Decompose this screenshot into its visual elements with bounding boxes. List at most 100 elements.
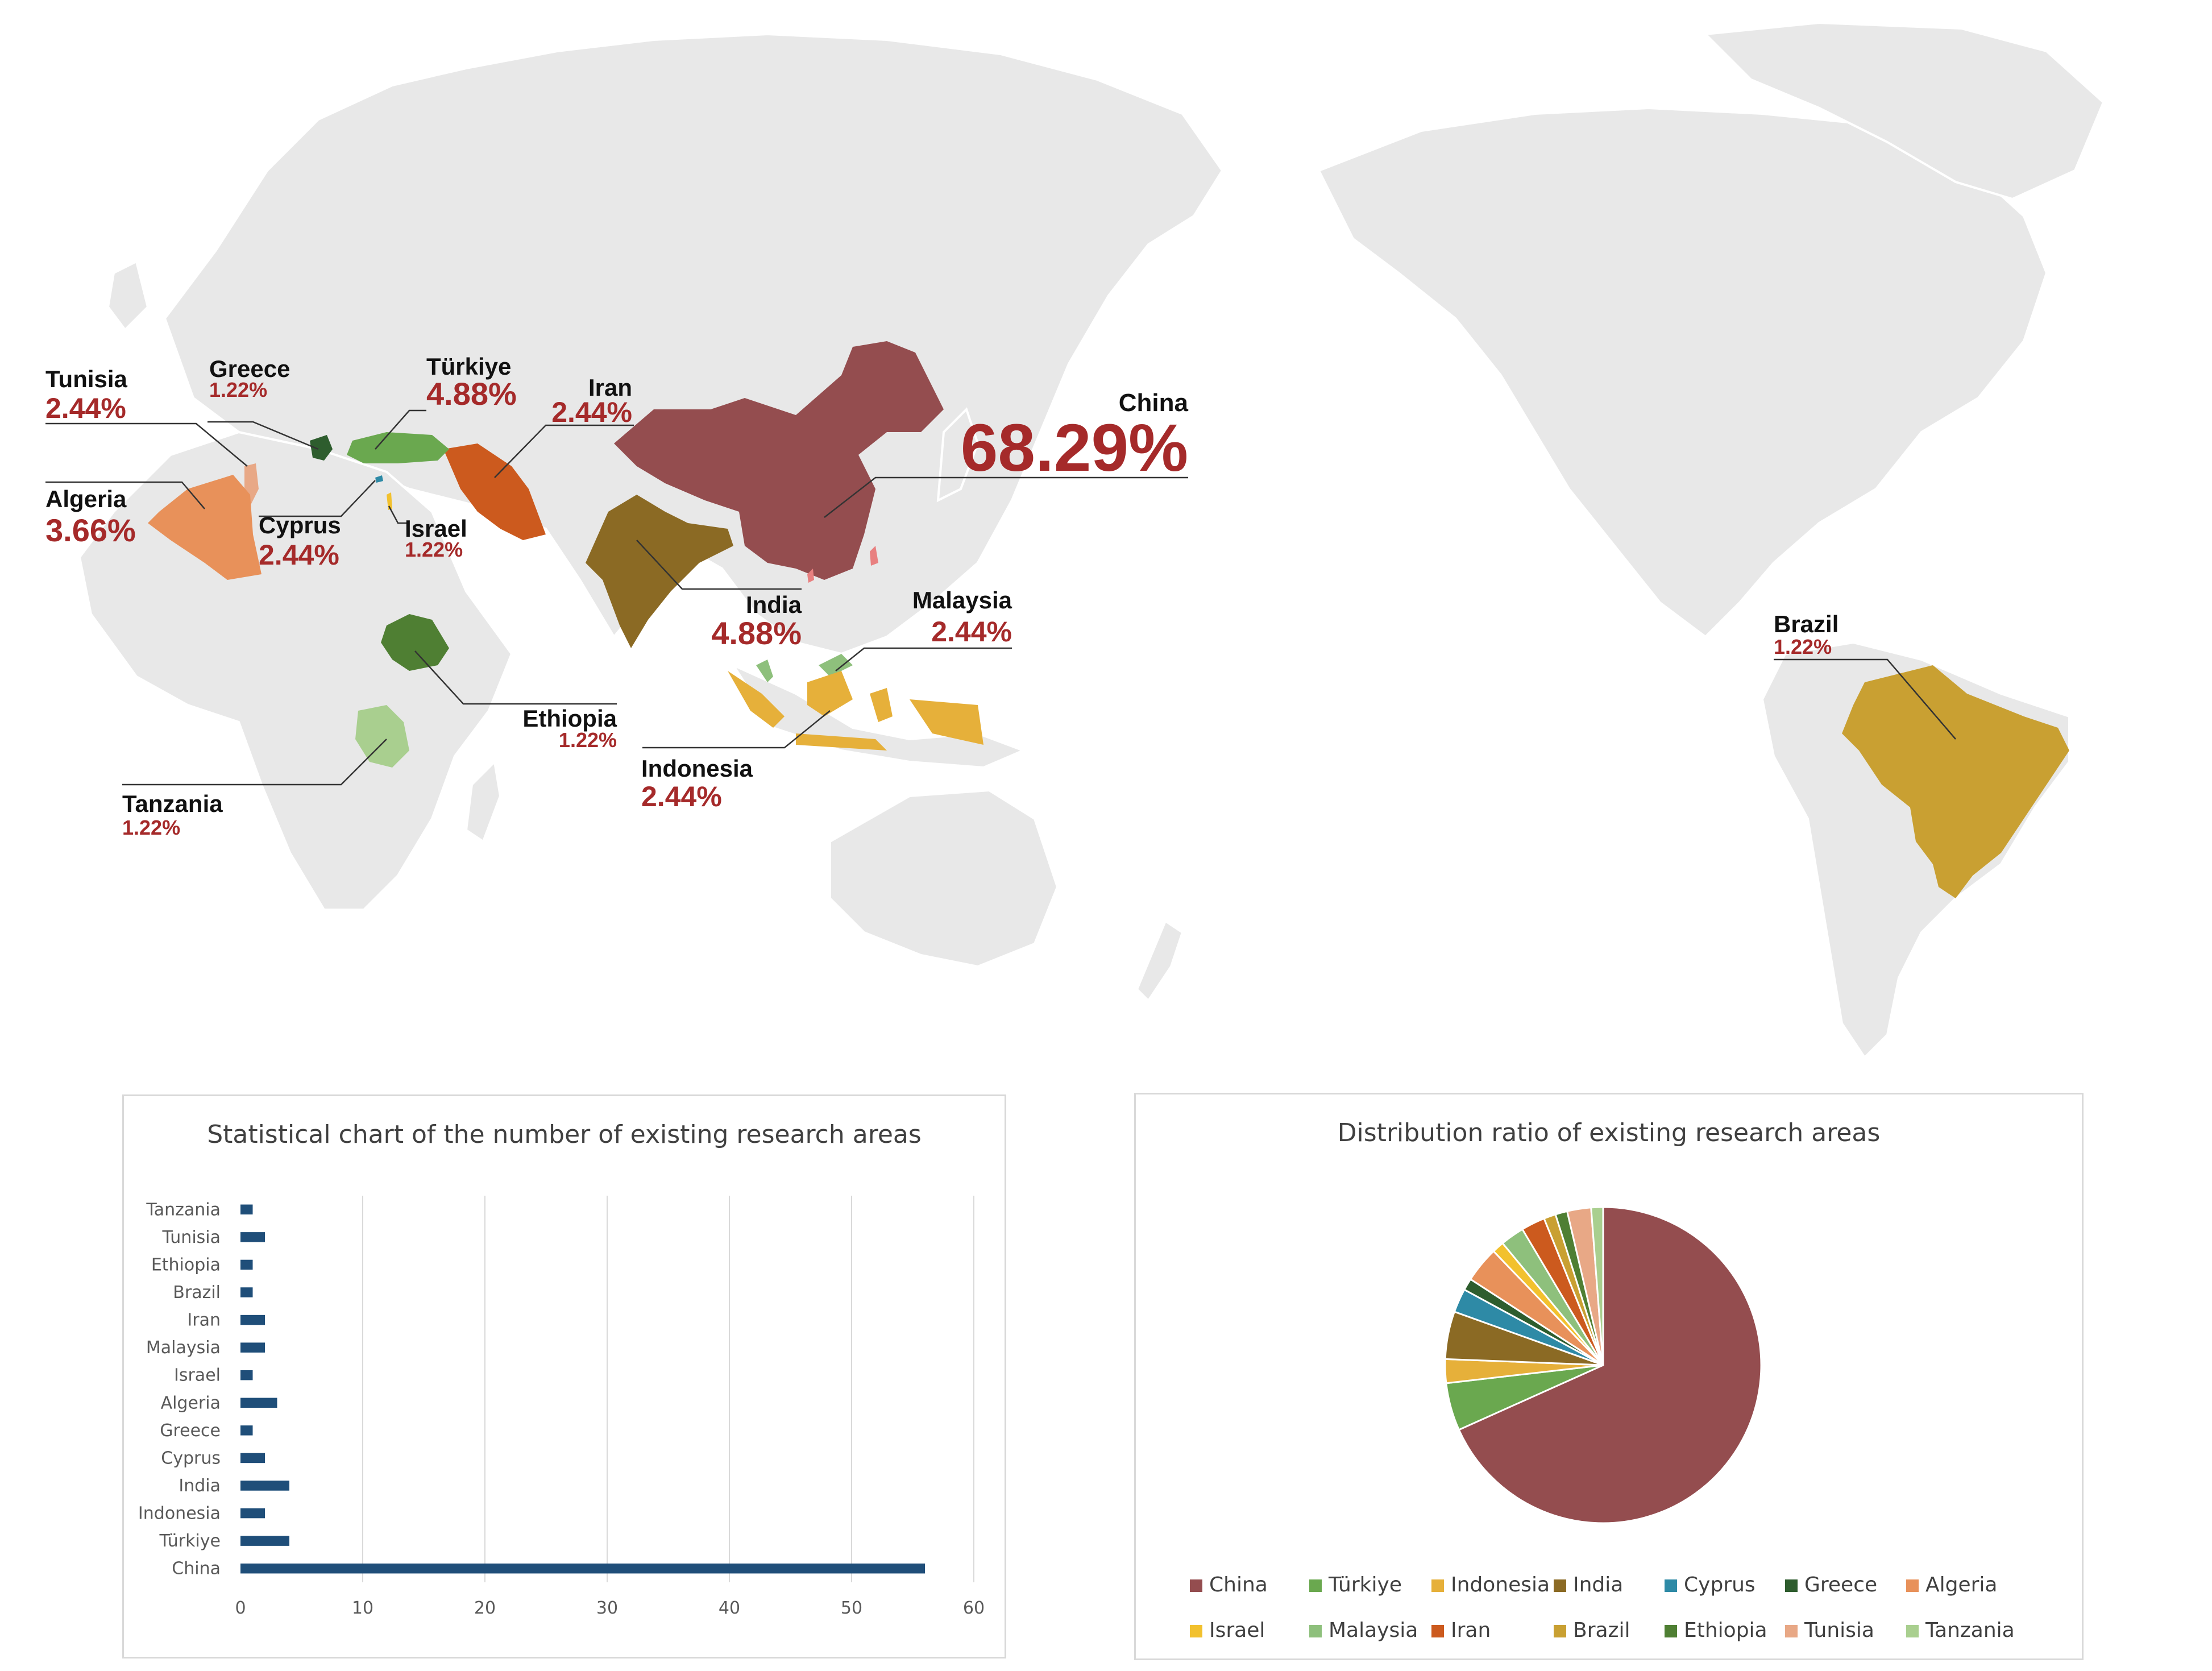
y-tick-label-tunisia: Tunisia [162,1228,221,1247]
legend-swatch-cyprus [1665,1579,1677,1592]
label-pct-china: 68.29% [961,411,1188,486]
australia-landmass [829,789,1059,968]
y-tick-label-malaysia: Malaysia [146,1338,221,1358]
country-greece[interactable] [310,435,333,461]
x-tick-label: 0 [235,1598,246,1618]
label-pct-tunisia: 2.44% [45,392,126,424]
bar-iran[interactable] [240,1315,265,1325]
country-iran[interactable] [443,443,546,540]
legend-swatch-iran [1431,1625,1444,1637]
x-tick-label: 40 [719,1598,740,1618]
legend-swatch-ethiopia [1665,1625,1677,1637]
y-tick-label-brazil: Brazil [173,1283,221,1303]
bar-brazil[interactable] [240,1287,253,1297]
bar-tanzania[interactable] [240,1204,253,1215]
legend-label-greece: Greece [1804,1573,1877,1597]
y-tick-label-greece: Greece [160,1421,221,1441]
legend-swatch-tunisia [1785,1625,1798,1637]
bar-chart-title: Statistical chart of the number of exist… [207,1120,922,1149]
world-map: Tunisia 2.44% Greece 1.22% Türkiye 4.88%… [45,21,2105,1060]
label-pct-cyprus: 2.44% [259,539,339,571]
x-tick-label: 10 [352,1598,373,1618]
label-name-cyprus: Cyprus [259,512,341,538]
legend-label-indonesia: Indonesia [1451,1573,1550,1597]
y-tick-label-tanzania: Tanzania [146,1200,221,1220]
legend-swatch-tanzania [1906,1625,1919,1637]
label-name-indonesia: Indonesia [641,755,753,782]
country-ethiopia[interactable] [381,614,449,671]
x-tick-label: 60 [963,1598,985,1618]
legend-swatch-israel [1190,1625,1202,1637]
north-america-landmass [1317,106,2048,638]
legend-label-iran: Iran [1451,1619,1491,1642]
bar-chart: 0 10 20 30 40 50 60 China Türkiye Indonesia India C… [138,1196,985,1618]
x-tick-label: 30 [596,1598,618,1618]
bar-tunisia[interactable] [240,1232,265,1242]
label-pct-algeria: 3.66% [45,512,136,548]
label-pct-ethiopia: 1.22% [559,728,617,752]
label-name-algeria: Algeria [45,486,127,512]
bar-israel[interactable] [240,1370,253,1380]
label-pct-iran: 2.44% [551,396,632,428]
bar-indonesia[interactable] [240,1508,265,1519]
british-isles-landmass [106,260,150,332]
x-tick-label: 50 [841,1598,862,1618]
pie-chart-title: Distribution ratio of existing research … [1337,1118,1881,1147]
country-tanzania[interactable] [355,705,409,768]
legend-swatch-india [1554,1579,1566,1592]
country-labels: Tunisia 2.44% Greece 1.22% Türkiye 4.88%… [45,353,1839,839]
label-name-ethiopia: Ethiopia [522,705,617,732]
country-turkiye[interactable] [347,432,449,463]
y-tick-label-india: India [179,1476,221,1496]
label-pct-israel: 1.22% [405,538,463,561]
label-name-israel: Israel [405,515,467,542]
legend-label-israel: Israel [1209,1619,1265,1642]
legend-swatch-indonesia [1431,1579,1444,1592]
label-name-india: India [746,591,802,618]
x-tick-label: 20 [474,1598,496,1618]
legend-swatch-brazil [1554,1625,1566,1637]
label-pct-indonesia: 2.44% [641,781,722,812]
legend-label-algeria: Algeria [1925,1573,1998,1597]
highlighted-countries [148,341,2069,898]
new-zealand-landmass [1135,919,1184,1003]
label-name-brazil: Brazil [1774,611,1839,637]
country-china[interactable] [614,341,944,580]
y-tick-label-israel: Israel [174,1366,221,1386]
legend-swatch-china [1190,1579,1202,1592]
bar-india[interactable] [240,1481,289,1491]
country-india[interactable] [586,495,733,648]
pie-slice-china[interactable] [1458,1206,1762,1524]
bar-china[interactable] [240,1563,925,1574]
legend-label-china: China [1209,1573,1268,1597]
label-pct-tanzania: 1.22% [122,816,180,839]
label-name-tanzania: Tanzania [122,790,223,817]
bar-malaysia[interactable] [240,1342,265,1353]
bar-turkiye[interactable] [240,1536,289,1546]
legend-swatch-malaysia [1309,1625,1322,1637]
pie-slice-tanzania[interactable] [1590,1206,1604,1366]
bar-greece[interactable] [240,1425,253,1436]
bar-cyprus[interactable] [240,1453,265,1463]
country-israel[interactable] [387,492,392,510]
label-name-turkiye: Türkiye [426,353,511,380]
land-masses [78,21,2105,1060]
legend-swatch-turkiye [1309,1579,1322,1592]
legend-label-india: India [1573,1573,1623,1597]
leader-lines [45,409,1956,786]
country-indonesia[interactable] [728,671,983,751]
country-brazil[interactable] [1842,665,2069,898]
pie-chart: China Türkiye Indonesia India Cyprus Greece Al… [1190,1206,2015,1642]
legend-swatch-algeria [1906,1579,1919,1592]
greenland-landmass [1703,21,2105,201]
y-tick-label-ethiopia: Ethiopia [151,1255,221,1275]
label-pct-malaysia: 2.44% [931,616,1012,648]
label-pct-turkiye: 4.88% [426,376,517,412]
label-pct-greece: 1.22% [209,378,267,401]
y-tick-label-cyprus: Cyprus [161,1448,221,1468]
legend-swatch-greece [1785,1579,1798,1592]
bar-algeria[interactable] [240,1398,277,1408]
country-cyprus[interactable] [375,475,383,483]
bar-ethiopia[interactable] [240,1259,253,1270]
country-algeria[interactable] [148,475,262,580]
